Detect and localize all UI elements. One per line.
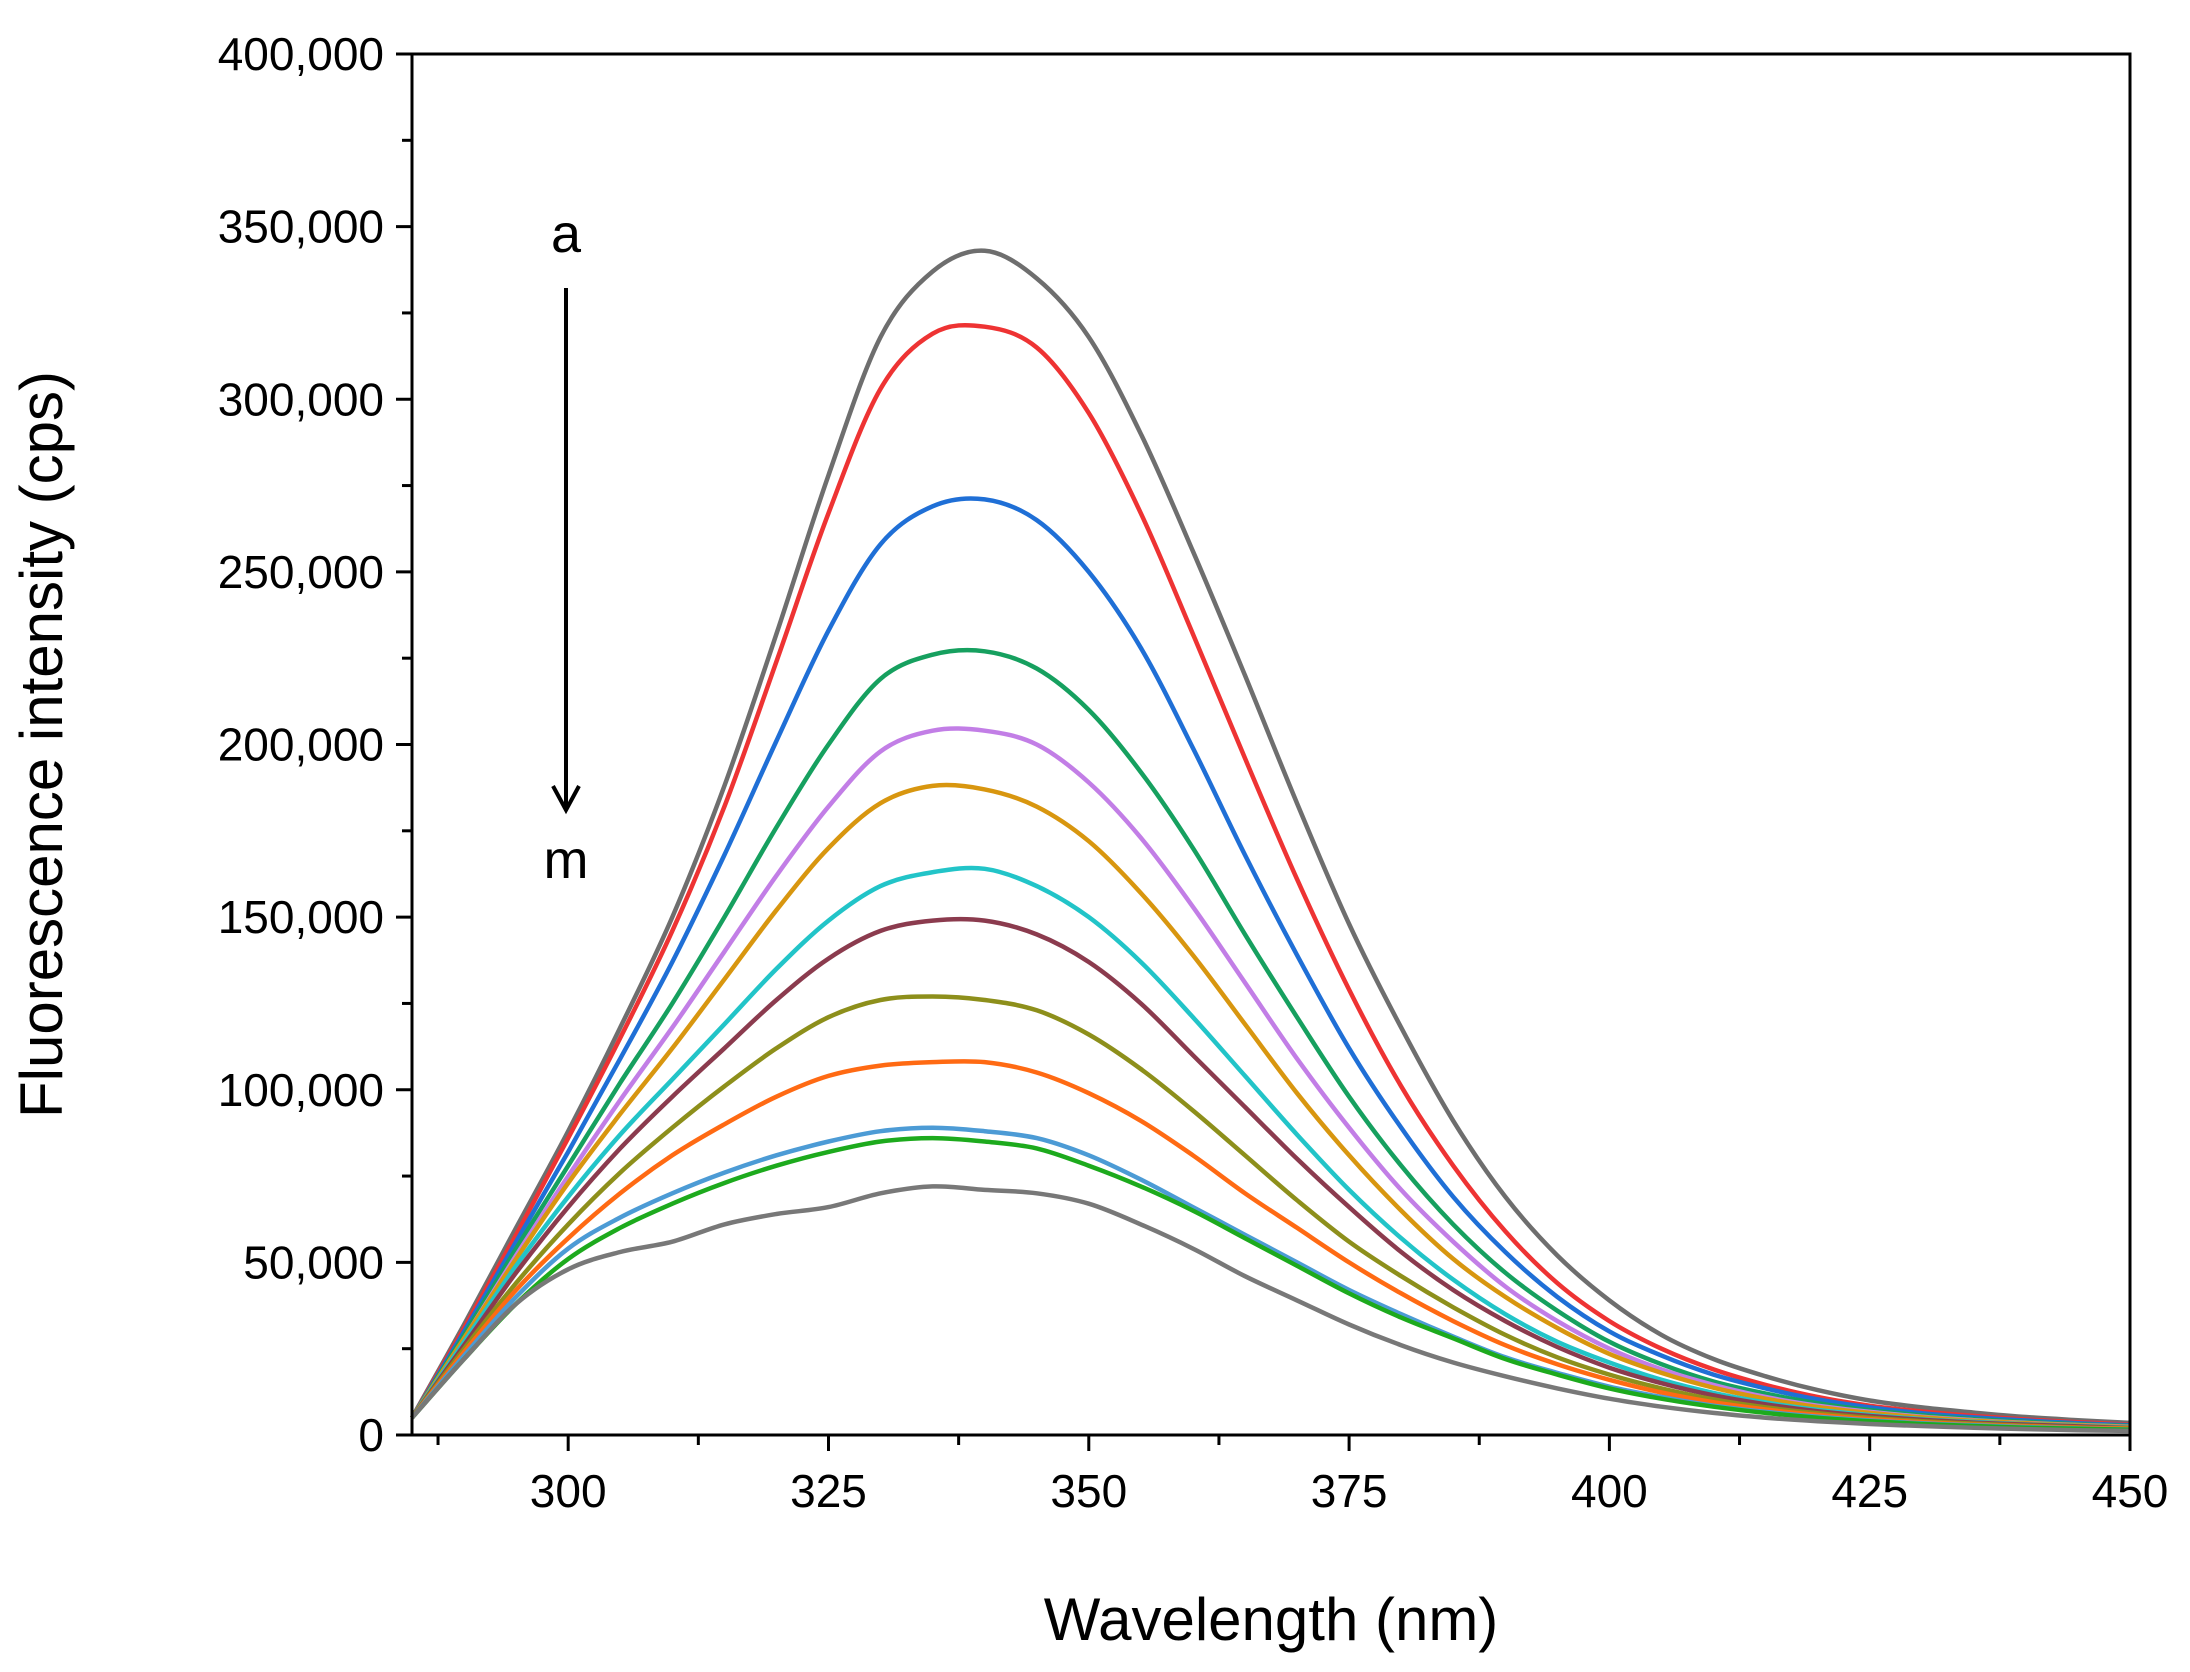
series-line-c	[410, 496, 2131, 1428]
series-line-h	[410, 916, 2131, 1431]
axis-ticks: 300 325 350 375 400 425 450 0 50,000 100,000 150,0…	[218, 28, 2169, 1517]
series-line-k	[410, 1125, 2131, 1432]
y-tick-label: 150,000	[218, 891, 384, 943]
x-tick-label: 375	[1311, 1465, 1388, 1517]
arrow-head	[551, 785, 581, 815]
y-tick-label: 300,000	[218, 373, 384, 425]
x-tick-label: 400	[1571, 1465, 1648, 1517]
y-tick-label: 400,000	[218, 28, 384, 80]
x-tick-label: 325	[790, 1465, 867, 1517]
x-tick-label: 300	[530, 1465, 607, 1517]
series-line-d	[410, 647, 2131, 1429]
series-line-j	[410, 1058, 2131, 1432]
arrow-end-label: m	[544, 830, 589, 890]
x-tick-label: 450	[2092, 1465, 2169, 1517]
series-line-g	[410, 865, 2131, 1430]
x-tick-label: 425	[1831, 1465, 1908, 1517]
series-line-l	[410, 1135, 2131, 1433]
y-tick-label: 200,000	[218, 719, 384, 771]
series-line-b	[410, 322, 2131, 1427]
x-tick-label: 350	[1050, 1465, 1127, 1517]
series-line-a	[410, 248, 2131, 1426]
series-line-e	[410, 726, 2131, 1429]
y-tick-label: 250,000	[218, 546, 384, 598]
series-order-arrow: a m	[544, 204, 589, 890]
arrow-start-label: a	[551, 204, 582, 264]
y-tick-label: 100,000	[218, 1064, 384, 1116]
y-tick-label: 350,000	[218, 201, 384, 253]
y-tick-label: 50,000	[243, 1236, 384, 1288]
series-line-m	[410, 1184, 2131, 1434]
y-axis-label: Fluorescence intensity (cps)	[8, 371, 75, 1118]
y-tick-label: 0	[358, 1409, 384, 1461]
x-axis-label: Wavelength (nm)	[1044, 1586, 1499, 1653]
series-layer	[410, 248, 2131, 1434]
series-line-f	[410, 782, 2131, 1430]
